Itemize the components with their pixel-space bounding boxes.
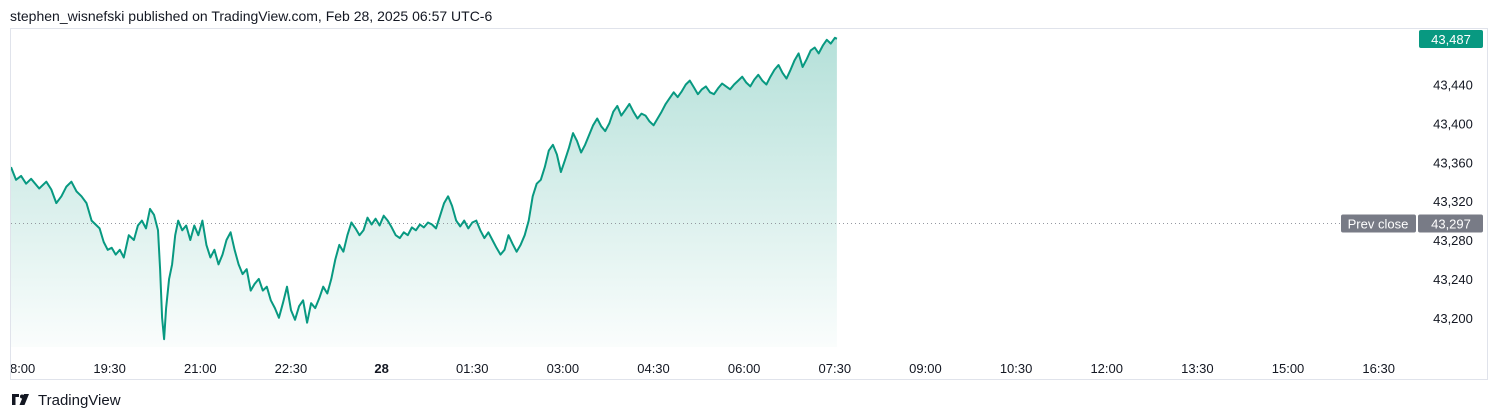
brand-footer[interactable]: TradingView: [10, 392, 121, 409]
tradingview-logo-icon: [12, 393, 29, 405]
publish-info: stephen_wisnefski published on TradingVi…: [10, 8, 493, 24]
y-tick-label: 43,240: [1433, 272, 1473, 287]
prev-close-text: Prev close: [1348, 217, 1409, 232]
x-tick-label: 07:30: [819, 361, 852, 376]
brand-name: TradingView: [38, 392, 121, 409]
last-price-badge: [1419, 30, 1483, 48]
last-price-label: 43,487: [1431, 32, 1471, 47]
y-tick-label: 43,280: [1433, 233, 1473, 248]
x-tick-label: 28: [374, 361, 388, 376]
chart-panel[interactable]: 43,200 43,240 43,280 43,320 43,360 43,400 43,4…: [10, 28, 1488, 380]
x-tick-label: 09:00: [909, 361, 942, 376]
x-tick-label: 12:00: [1090, 361, 1123, 376]
x-tick-label: 18:00: [11, 361, 35, 376]
y-tick-label: 43,360: [1433, 155, 1473, 170]
prev-close-tag: [1341, 214, 1416, 233]
price-line[interactable]: [11, 36, 838, 341]
y-tick-label: 43,440: [1433, 77, 1473, 92]
y-tick-label: 43,320: [1433, 194, 1473, 209]
x-tick-label: 21:00: [184, 361, 217, 376]
y-tick-label: 43,400: [1433, 116, 1473, 131]
price-area-fill: [11, 37, 837, 348]
x-tick-label: 19:30: [93, 361, 126, 376]
x-tick-label: 16:30: [1362, 361, 1395, 376]
x-tick-label: 06:00: [728, 361, 761, 376]
x-tick-label: 10:30: [1000, 361, 1033, 376]
x-tick-label: 15:00: [1272, 361, 1305, 376]
x-tick-label: 04:30: [637, 361, 670, 376]
x-tick-label: 22:30: [275, 361, 308, 376]
prev-close-value-badge: [1418, 214, 1483, 233]
y-tick-label: 43,200: [1433, 311, 1473, 326]
prev-close-value: 43,297: [1431, 217, 1471, 232]
price-chart[interactable]: 43,200 43,240 43,280 43,320 43,360 43,400 43,4…: [11, 29, 1487, 379]
x-tick-label: 01:30: [456, 361, 489, 376]
x-tick-label: 13:30: [1181, 361, 1214, 376]
x-tick-label: 03:00: [547, 361, 580, 376]
